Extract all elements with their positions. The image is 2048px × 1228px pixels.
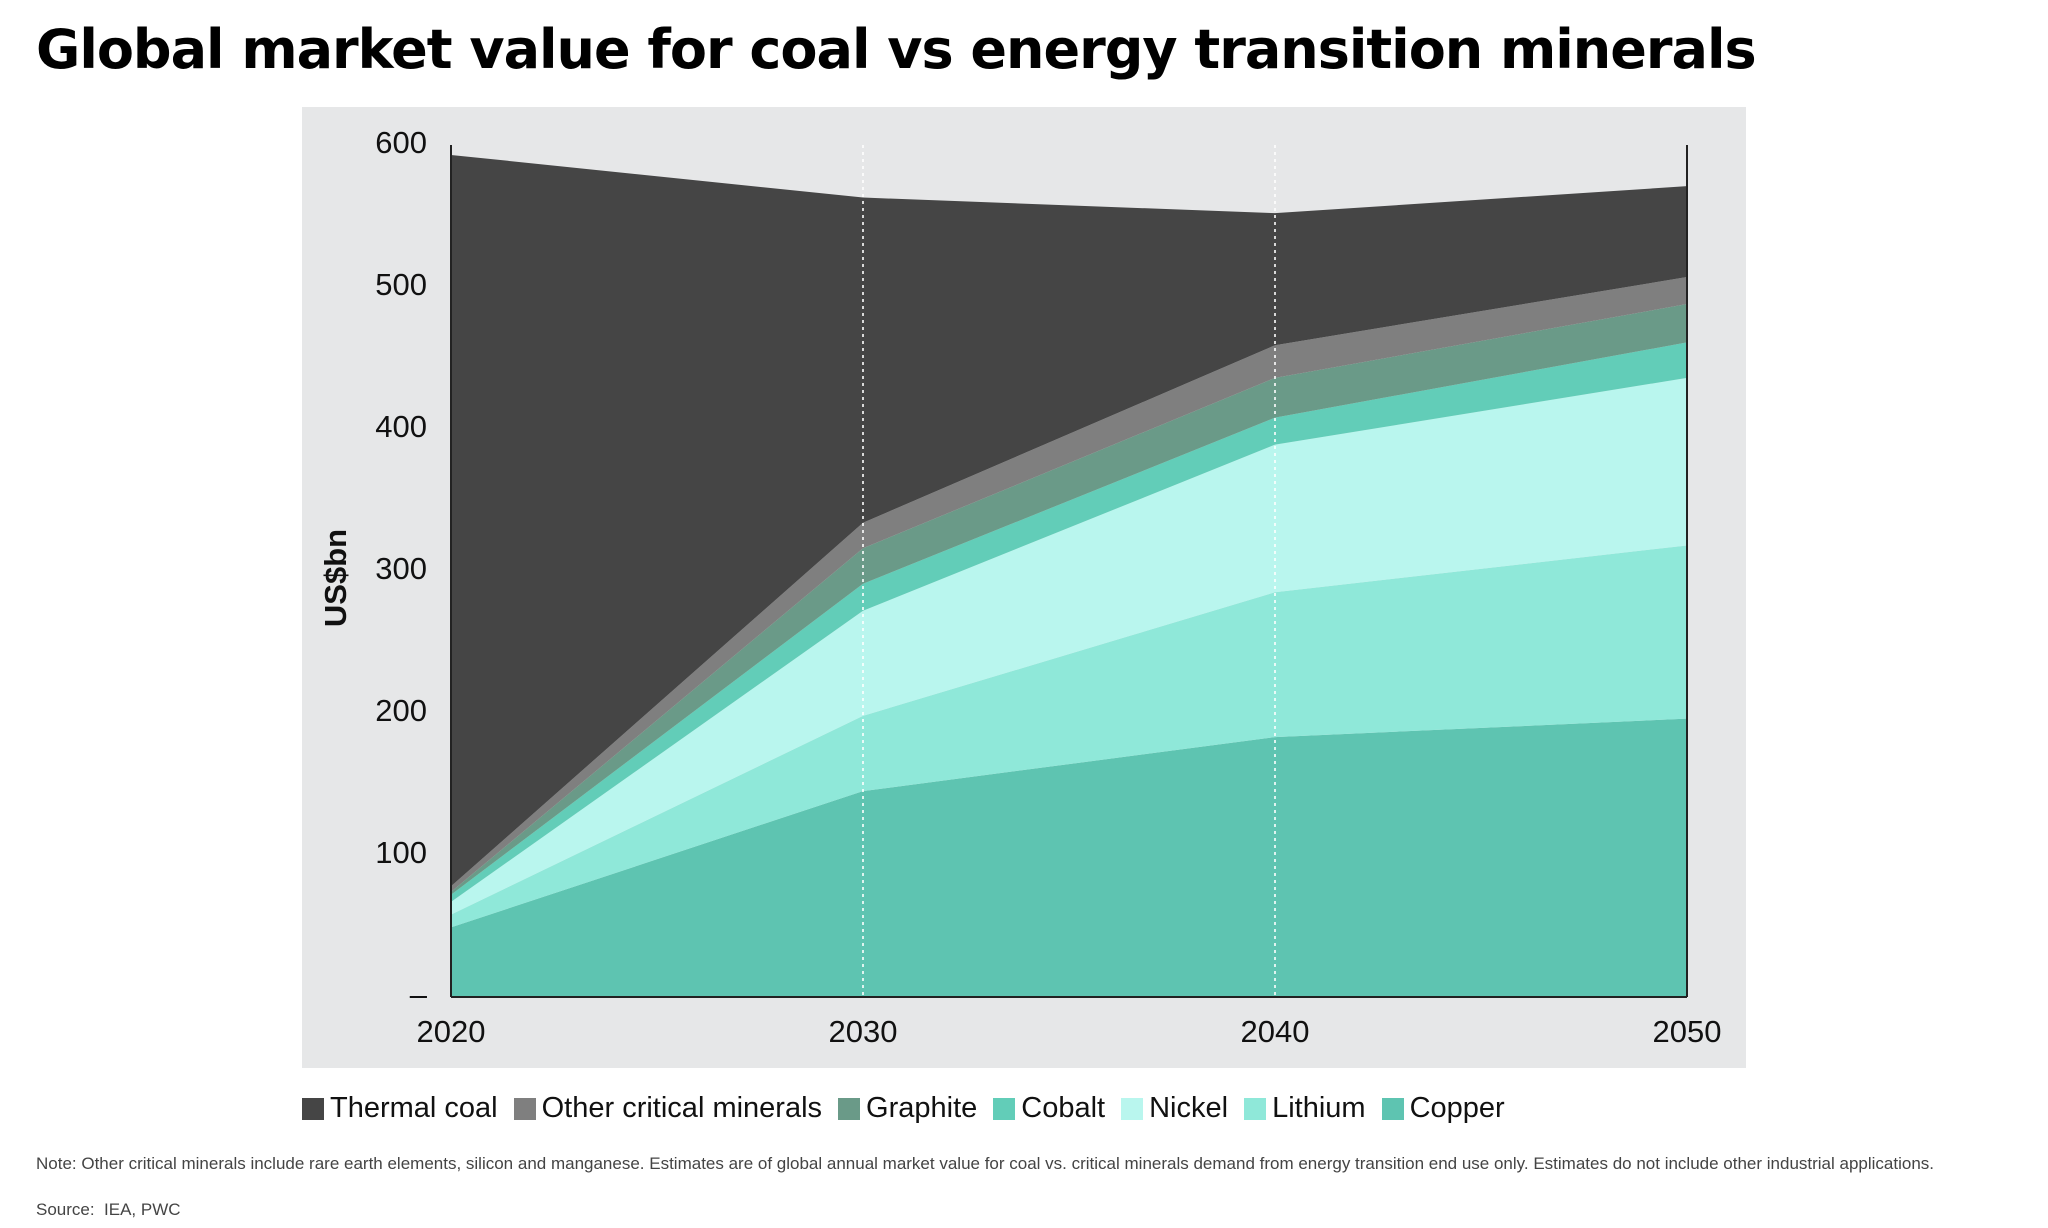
- y-tick-label: 100: [375, 835, 427, 870]
- legend-item: Copper: [1381, 1092, 1505, 1125]
- area: [451, 377, 1687, 915]
- legend-swatch: [993, 1097, 1016, 1120]
- legend-swatch: [1381, 1097, 1404, 1120]
- legend-label: Copper: [1409, 1092, 1505, 1124]
- note: Note: Other critical minerals include ra…: [36, 1154, 1935, 1173]
- area: [451, 545, 1687, 928]
- x-tick-label: 2040: [1241, 1014, 1310, 1049]
- legend-swatch: [838, 1097, 861, 1120]
- x-tick-label: 2050: [1653, 1014, 1722, 1049]
- legend-item: Lithium: [1244, 1092, 1366, 1125]
- legend-swatch: [1244, 1097, 1267, 1120]
- legend-label: Cobalt: [1021, 1092, 1106, 1124]
- legend-item: Other critical minerals: [513, 1092, 823, 1125]
- legend-item: Nickel: [1121, 1092, 1228, 1125]
- legend-label: Thermal coal: [330, 1092, 498, 1124]
- source: Source: IEA, PWC: [36, 1200, 181, 1219]
- legend-swatch: [1121, 1097, 1144, 1120]
- y-tick-label: 400: [375, 409, 427, 444]
- y-tick-label: 600: [375, 125, 427, 160]
- legend-swatch: [302, 1097, 324, 1120]
- legend-swatch: [513, 1097, 536, 1120]
- legend: Thermal coal Other critical minerals Graph…: [302, 1092, 1505, 1125]
- legend-label: Nickel: [1149, 1092, 1229, 1124]
- legend-item: Graphite: [838, 1092, 977, 1125]
- legend-label: Other critical minerals: [541, 1092, 823, 1124]
- y-tick-label: 200: [375, 693, 427, 728]
- legend-label: Graphite: [866, 1092, 978, 1124]
- area: [451, 304, 1687, 895]
- legend-label: Lithium: [1272, 1092, 1366, 1124]
- y-tick-label: 500: [375, 267, 427, 302]
- x-tick-label: 2030: [829, 1014, 898, 1049]
- y-axis-label: US$bn: [318, 529, 353, 627]
- area: [451, 154, 1687, 887]
- y-tick-label: 300: [375, 551, 427, 586]
- legend-item: Cobalt: [993, 1092, 1105, 1125]
- chart-title: Global market value for coal vs energy t…: [36, 18, 1757, 81]
- y-tick-label: –: [410, 977, 428, 1012]
- x-tick-label: 2020: [417, 1014, 486, 1049]
- legend-item: Thermal coal: [302, 1092, 498, 1125]
- area: [451, 718, 1687, 997]
